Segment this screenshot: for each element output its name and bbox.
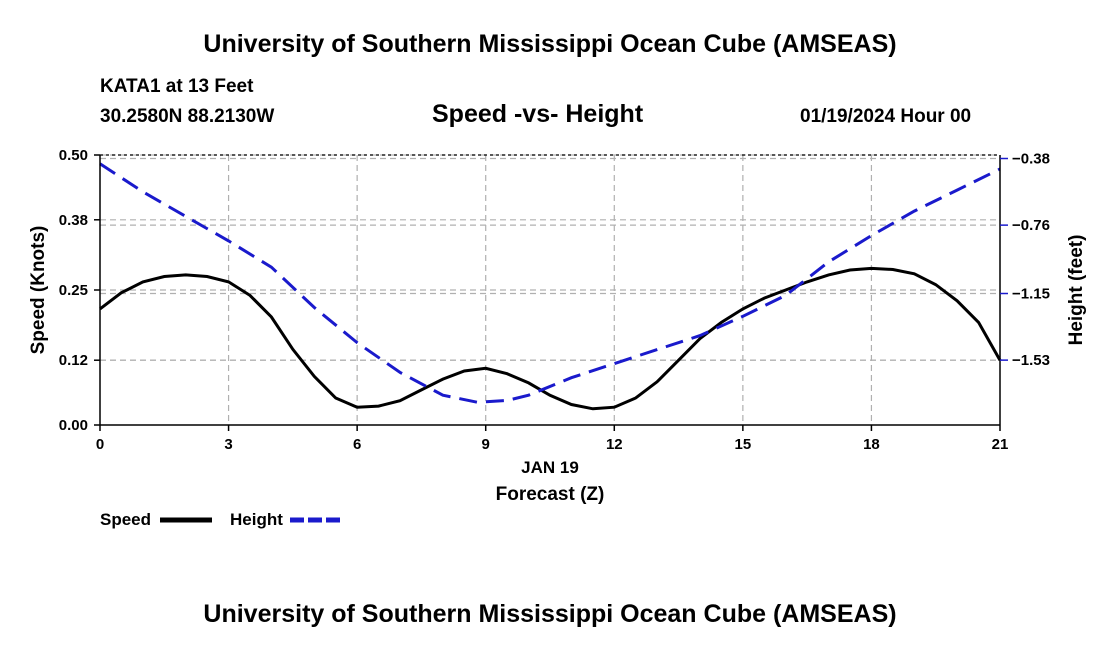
x-tick-label-0: 0 xyxy=(96,436,104,453)
x-tick-label-3: 9 xyxy=(482,436,490,453)
y-tick-label-1: 0.12 xyxy=(59,352,88,369)
legend: Speed Height xyxy=(100,510,343,529)
y2-tick-label-1: −0.76 xyxy=(1012,217,1050,234)
y2-tick-label-0: −0.38 xyxy=(1012,151,1050,168)
datetime-label: 01/19/2024 Hour 00 xyxy=(800,106,972,127)
speed-series-line xyxy=(99,266,1002,411)
x-tick-label-1: 3 xyxy=(224,436,232,453)
x-tick-label-5: 15 xyxy=(735,436,752,453)
height-series-line xyxy=(99,162,1001,404)
y-tick-label-3: 0.38 xyxy=(59,212,88,229)
y2-axis-label: Height (feet) xyxy=(1066,235,1087,346)
y-tick-label-4: 0.50 xyxy=(59,147,88,164)
x-axis-date-label: JAN 19 xyxy=(521,458,579,477)
x-axis-label: Forecast (Z) xyxy=(496,484,605,505)
x-tick-label-2: 6 xyxy=(353,436,361,453)
legend-speed-label: Speed xyxy=(100,510,151,529)
y-tick-label-2: 0.25 xyxy=(59,282,88,299)
main-title: University of Southern Mississippi Ocean… xyxy=(203,30,897,58)
y-axis-label: Speed (Knots) xyxy=(28,226,49,355)
legend-height-label: Height xyxy=(230,510,283,529)
series-layer xyxy=(99,162,1002,411)
coordinates-label: 30.2580N 88.2130W xyxy=(100,106,275,127)
x-tick-label-6: 18 xyxy=(863,436,880,453)
y-tick-label-0: 0.00 xyxy=(59,417,88,434)
footer-title: University of Southern Mississippi Ocean… xyxy=(203,600,897,628)
y2-tick-label-3: −1.53 xyxy=(1012,352,1050,369)
chart-title: Speed -vs- Height xyxy=(432,100,644,128)
grid-lines xyxy=(100,154,1000,425)
x-tick-label-4: 12 xyxy=(606,436,623,453)
station-label: KATA1 at 13 Feet xyxy=(100,76,254,97)
y2-tick-label-2: −1.15 xyxy=(1012,286,1050,303)
axes xyxy=(94,154,1008,431)
tick-labels: 0 3 6 9 12 15 18 21 0.00 0.12 0.25 0.38 0.50 −0.38 −0.… xyxy=(59,147,1050,453)
x-tick-label-7: 21 xyxy=(992,436,1009,453)
